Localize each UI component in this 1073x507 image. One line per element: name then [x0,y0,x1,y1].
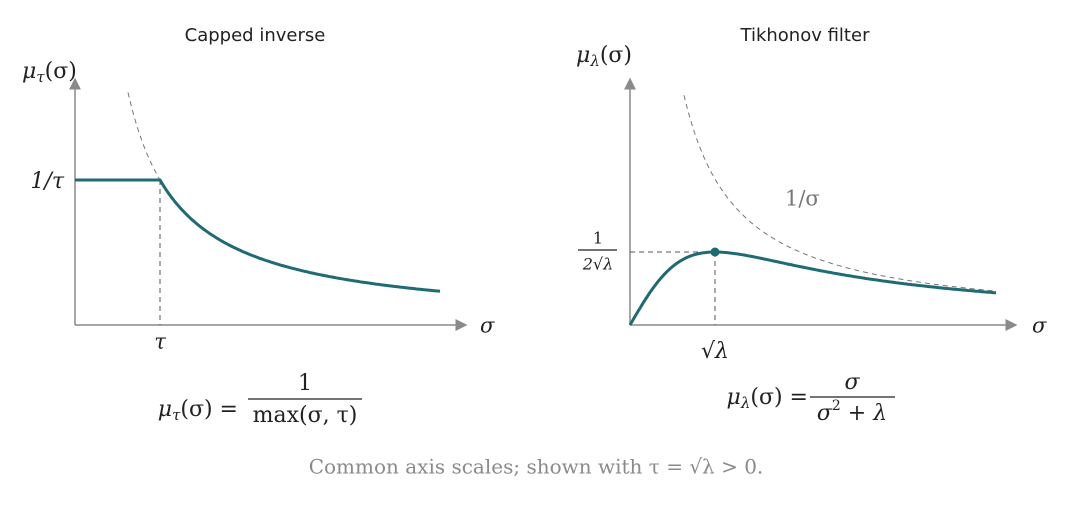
formula-denominator: max(σ, τ) [253,403,358,428]
panel-title: Tikhonov filter [740,25,871,46]
curve [75,178,441,293]
lhs-base: μ [158,397,172,422]
formula-denominator: σ2 + λ [817,398,887,426]
curve-label: 1/σ [785,187,820,211]
label-base: μ [22,59,36,84]
curve [628,250,997,326]
x-tick-label: √λ [701,339,729,364]
formula-lhs: μτ(σ) = [158,397,238,424]
label-arg: (σ) [45,59,77,84]
y-tick-numerator: 1 [593,229,603,248]
lhs-base: μ [727,385,741,410]
reference-curve [127,92,161,181]
denom-sup: 2 [832,398,841,414]
lhs-sub: λ [740,394,751,412]
formula-numerator: σ [844,370,860,395]
peak-point [710,247,720,257]
label-arg: (σ) [600,43,632,68]
x-axis-label: σ [1032,314,1047,338]
y-tick-denominator: 2√λ [582,255,614,274]
formula-lhs: μλ(σ) = [727,385,808,412]
caption: Common axis scales; shown with τ = √λ > … [309,455,764,479]
y-tick-label: 1/τ [30,169,64,194]
x-axis-label: σ [480,314,495,338]
denom-rest: + λ [841,401,887,426]
y-axis-label: μλ(σ) [576,43,632,70]
y-axis-label: μτ(σ) [22,59,77,86]
x-tick-label: τ [154,330,166,354]
panel-title: Capped inverse [185,25,326,46]
lhs-sub: τ [172,406,181,424]
label-base: μ [576,43,590,68]
reference-curve [683,95,997,292]
label-sub: λ [589,52,600,70]
lhs-arg: (σ) = [180,397,238,422]
formula-numerator: 1 [298,371,312,396]
lhs-arg: (σ) = [750,385,808,410]
denom-base: σ [817,401,833,426]
label-sub: τ [36,68,45,86]
